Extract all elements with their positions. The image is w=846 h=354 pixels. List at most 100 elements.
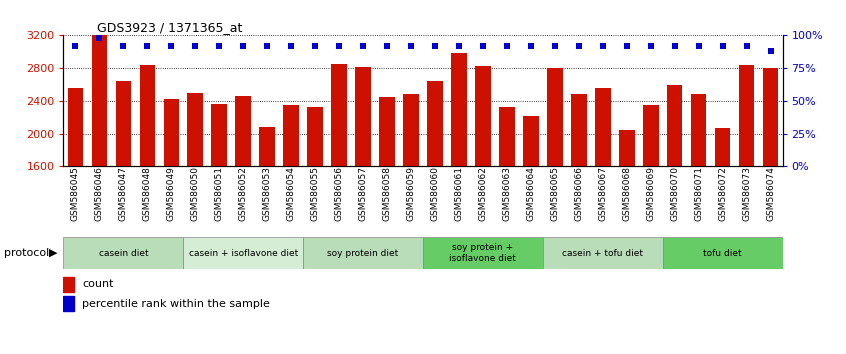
Point: [644, 43, 657, 49]
Bar: [691, 93, 706, 297]
Text: GSM586061: GSM586061: [454, 166, 464, 221]
Bar: [543, 237, 662, 269]
Text: GSM586059: GSM586059: [407, 166, 415, 221]
Point: [620, 43, 634, 49]
Text: GSM586051: GSM586051: [215, 166, 223, 221]
Point: [308, 43, 321, 49]
Bar: [91, 35, 107, 297]
Bar: [307, 107, 323, 297]
Bar: [140, 65, 155, 297]
Point: [356, 43, 370, 49]
Bar: [475, 66, 491, 297]
Text: count: count: [82, 279, 114, 290]
Point: [189, 43, 202, 49]
Point: [404, 43, 418, 49]
Text: GSM586060: GSM586060: [431, 166, 439, 221]
Text: GSM586045: GSM586045: [71, 166, 80, 221]
Point: [140, 43, 154, 49]
Point: [548, 43, 562, 49]
Text: GSM586047: GSM586047: [119, 166, 128, 221]
Text: GSM586064: GSM586064: [526, 166, 536, 221]
Bar: [283, 105, 299, 297]
Bar: [667, 85, 683, 297]
Point: [667, 43, 681, 49]
Bar: [423, 237, 543, 269]
Point: [212, 43, 226, 49]
Text: GSM586046: GSM586046: [95, 166, 104, 221]
Text: GSM586070: GSM586070: [670, 166, 679, 221]
Text: percentile rank within the sample: percentile rank within the sample: [82, 298, 271, 309]
Text: protocol: protocol: [4, 248, 49, 258]
Bar: [595, 88, 611, 297]
Bar: [188, 93, 203, 297]
Bar: [763, 68, 778, 297]
Text: GSM586068: GSM586068: [623, 166, 631, 221]
Bar: [739, 65, 755, 297]
Bar: [662, 237, 783, 269]
Point: [261, 43, 274, 49]
Text: GSM586057: GSM586057: [359, 166, 367, 221]
Point: [500, 43, 514, 49]
Bar: [235, 96, 251, 297]
Text: GSM586052: GSM586052: [239, 166, 248, 221]
Point: [428, 43, 442, 49]
Text: GSM586067: GSM586067: [598, 166, 607, 221]
Text: GSM586073: GSM586073: [742, 166, 751, 221]
Bar: [184, 237, 303, 269]
Text: GDS3923 / 1371365_at: GDS3923 / 1371365_at: [97, 21, 243, 34]
Point: [117, 43, 130, 49]
Bar: [523, 116, 539, 297]
Bar: [427, 81, 442, 297]
Text: GSM586072: GSM586072: [718, 166, 727, 221]
Bar: [715, 128, 730, 297]
Bar: [63, 277, 74, 292]
Bar: [116, 81, 131, 297]
Point: [524, 43, 537, 49]
Text: GSM586053: GSM586053: [263, 166, 272, 221]
Text: soy protein +
isoflavone diet: soy protein + isoflavone diet: [449, 244, 516, 263]
Bar: [212, 104, 227, 297]
Point: [764, 48, 777, 54]
Bar: [571, 93, 586, 297]
Bar: [260, 127, 275, 297]
Bar: [63, 237, 184, 269]
Text: GSM586054: GSM586054: [287, 166, 295, 221]
Text: GSM586074: GSM586074: [766, 166, 775, 221]
Text: casein + tofu diet: casein + tofu diet: [563, 249, 643, 258]
Point: [332, 43, 346, 49]
Point: [164, 43, 178, 49]
Point: [596, 43, 609, 49]
Text: soy protein diet: soy protein diet: [327, 249, 398, 258]
Text: casein + isoflavone diet: casein + isoflavone diet: [189, 249, 298, 258]
Text: GSM586048: GSM586048: [143, 166, 151, 221]
Point: [452, 43, 465, 49]
Text: GSM586063: GSM586063: [503, 166, 511, 221]
Bar: [451, 53, 467, 297]
Bar: [643, 105, 658, 297]
Text: GSM586056: GSM586056: [335, 166, 343, 221]
Bar: [404, 95, 419, 297]
Point: [476, 43, 490, 49]
Point: [739, 43, 753, 49]
Bar: [499, 107, 514, 297]
Bar: [619, 130, 634, 297]
Point: [692, 43, 706, 49]
Bar: [332, 64, 347, 297]
Bar: [355, 67, 371, 297]
Text: tofu diet: tofu diet: [703, 249, 742, 258]
Bar: [63, 296, 74, 311]
Bar: [379, 97, 395, 297]
Text: GSM586069: GSM586069: [646, 166, 655, 221]
Bar: [303, 237, 423, 269]
Point: [572, 43, 585, 49]
Text: GSM586065: GSM586065: [551, 166, 559, 221]
Point: [716, 43, 729, 49]
Text: GSM586050: GSM586050: [191, 166, 200, 221]
Text: GSM586055: GSM586055: [310, 166, 320, 221]
Text: casein diet: casein diet: [99, 249, 148, 258]
Text: GSM586058: GSM586058: [382, 166, 392, 221]
Point: [69, 43, 82, 49]
Text: GSM586071: GSM586071: [695, 166, 703, 221]
Text: GSM586066: GSM586066: [574, 166, 583, 221]
Bar: [547, 68, 563, 297]
